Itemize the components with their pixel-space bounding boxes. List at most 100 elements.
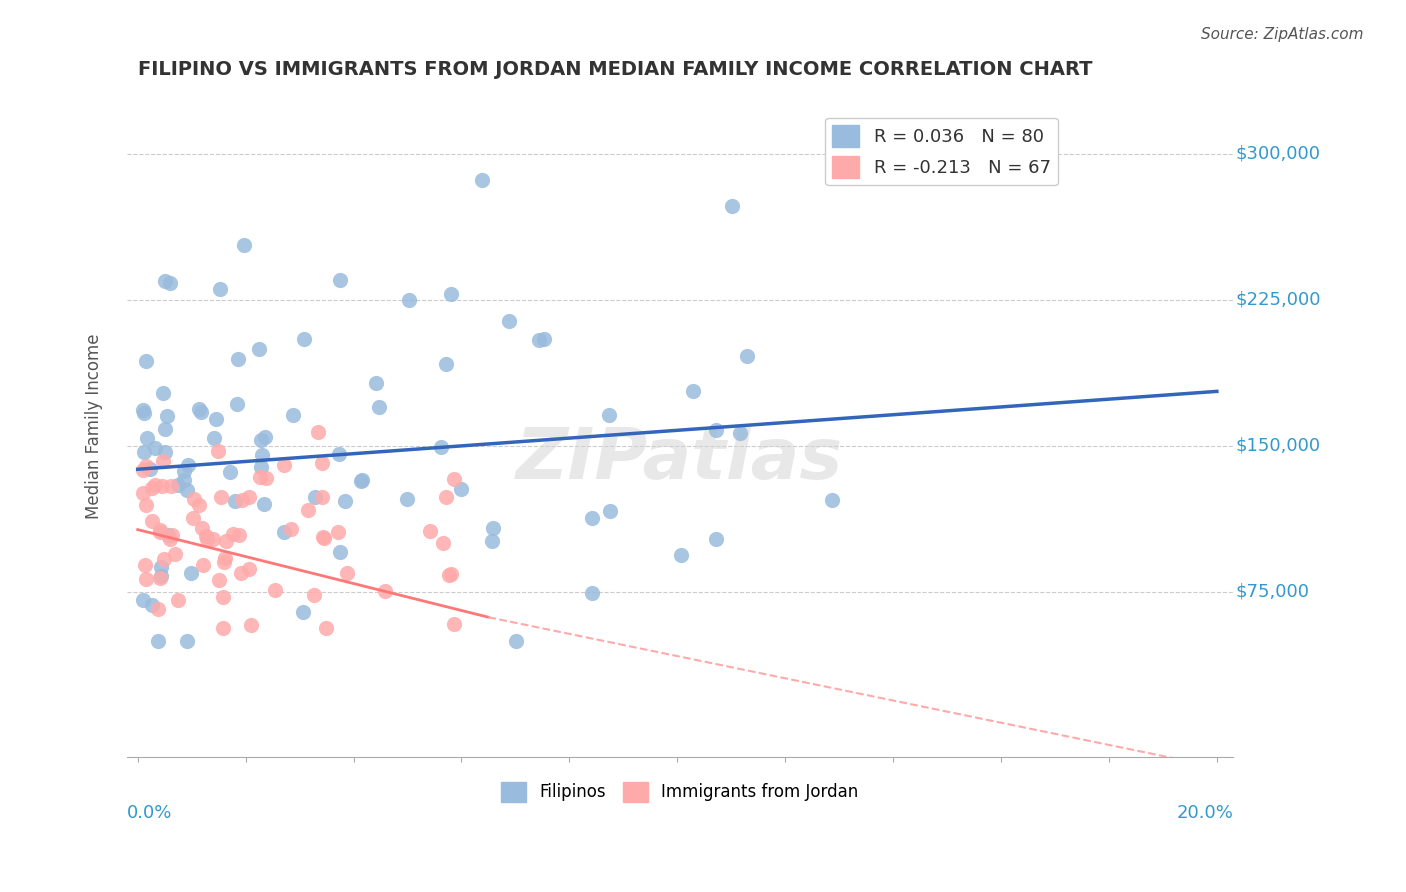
Point xyxy=(253,497,276,511)
Point xyxy=(141,481,163,495)
Point xyxy=(336,566,359,580)
Text: 0.0%: 0.0% xyxy=(127,804,173,822)
Point xyxy=(291,606,314,620)
Point xyxy=(153,445,176,459)
Point xyxy=(434,490,457,504)
Point xyxy=(143,478,166,492)
Point xyxy=(209,490,232,504)
Point xyxy=(471,173,494,187)
Point xyxy=(481,534,503,549)
Point xyxy=(333,494,356,508)
Point xyxy=(162,528,184,542)
Point xyxy=(132,463,155,477)
Point xyxy=(214,555,236,569)
Point xyxy=(297,503,319,517)
Text: 20.0%: 20.0% xyxy=(1177,804,1233,822)
Point xyxy=(222,526,245,541)
Point xyxy=(581,585,603,599)
Point xyxy=(134,558,156,572)
Point xyxy=(527,333,550,347)
Point xyxy=(132,593,155,607)
Point xyxy=(419,524,441,538)
Point xyxy=(225,397,247,411)
Point xyxy=(167,592,190,607)
Point xyxy=(581,510,603,524)
Point xyxy=(728,426,751,441)
Point xyxy=(238,562,260,576)
Point xyxy=(152,454,174,468)
Point xyxy=(307,425,329,440)
Point xyxy=(180,566,202,580)
Point xyxy=(148,602,170,616)
Point xyxy=(173,464,195,478)
Text: FILIPINO VS IMMIGRANTS FROM JORDAN MEDIAN FAMILY INCOME CORRELATION CHART: FILIPINO VS IMMIGRANTS FROM JORDAN MEDIA… xyxy=(138,60,1092,78)
Y-axis label: Median Family Income: Median Family Income xyxy=(86,334,103,519)
Point xyxy=(207,444,229,458)
Point xyxy=(141,514,163,528)
Point xyxy=(398,293,420,307)
Point xyxy=(304,491,326,505)
Point xyxy=(264,583,287,598)
Point xyxy=(176,633,198,648)
Point xyxy=(349,474,371,488)
Point xyxy=(669,548,692,562)
Point xyxy=(821,493,844,508)
Point xyxy=(498,314,520,328)
Point xyxy=(280,522,302,536)
Point xyxy=(215,534,238,549)
Point xyxy=(139,462,162,476)
Point xyxy=(149,569,172,583)
Point xyxy=(183,491,205,506)
Point xyxy=(395,491,418,506)
Point xyxy=(177,458,200,472)
Text: Source: ZipAtlas.com: Source: ZipAtlas.com xyxy=(1201,27,1364,42)
Point xyxy=(430,441,453,455)
Text: $75,000: $75,000 xyxy=(1236,582,1309,601)
Point xyxy=(156,409,179,423)
Point xyxy=(443,616,465,631)
Point xyxy=(249,470,271,484)
Point xyxy=(231,566,253,581)
Point xyxy=(273,525,295,540)
Point xyxy=(226,352,249,367)
Point xyxy=(212,591,235,605)
Point xyxy=(231,493,253,508)
Point xyxy=(160,479,183,493)
Point xyxy=(254,430,277,444)
Point xyxy=(250,448,273,462)
Point xyxy=(364,376,387,390)
Point xyxy=(482,521,505,535)
Point xyxy=(214,551,236,566)
Point xyxy=(247,342,270,356)
Point xyxy=(450,483,472,497)
Point xyxy=(135,354,157,368)
Point xyxy=(163,547,186,561)
Point xyxy=(188,402,211,417)
Point xyxy=(152,386,174,401)
Point xyxy=(155,422,177,436)
Point xyxy=(195,533,218,547)
Point xyxy=(143,441,166,455)
Point xyxy=(249,434,271,448)
Point xyxy=(219,466,242,480)
Point xyxy=(735,349,758,363)
Point xyxy=(599,504,621,518)
Point xyxy=(146,633,169,648)
Point xyxy=(533,332,555,346)
Point xyxy=(443,472,465,486)
Point xyxy=(208,282,231,296)
Point xyxy=(328,273,350,287)
Point xyxy=(273,458,295,473)
Point xyxy=(440,567,463,582)
Point xyxy=(704,533,727,547)
Point xyxy=(135,431,157,445)
Point xyxy=(224,494,246,508)
Point xyxy=(132,445,155,459)
Point xyxy=(352,473,374,487)
Point xyxy=(211,621,233,635)
Point xyxy=(314,531,336,545)
Point xyxy=(187,498,209,512)
Point xyxy=(173,473,195,487)
Point xyxy=(233,238,256,252)
Point xyxy=(682,384,704,398)
